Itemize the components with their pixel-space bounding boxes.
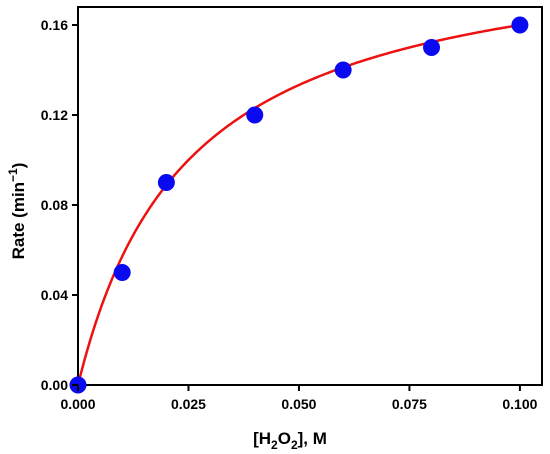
x-axis-title-sub1: 2 [271, 438, 278, 452]
y-ticks-group: 0.00 0.04 0.08 0.12 0.16 [41, 17, 78, 393]
y-tick-label: 0.04 [41, 287, 68, 303]
x-tick-label: 0.025 [171, 396, 206, 412]
x-axis-title-pre: [H [253, 429, 271, 448]
axes [77, 6, 543, 386]
x-tick-label: 0.100 [502, 396, 537, 412]
fit-curve [76, 23, 521, 386]
y-axis-title: Rate (min−1) [6, 163, 28, 260]
x-axis-title-sub2: 2 [291, 438, 298, 452]
x-tick-label: 0.050 [281, 396, 316, 412]
data-point [246, 106, 264, 124]
data-point [157, 174, 175, 191]
plot-frame [77, 6, 543, 386]
data-point [113, 264, 131, 281]
x-axis-title-mid: O [278, 429, 291, 448]
y-axis-title-post: ) [9, 163, 28, 169]
data-point [423, 39, 441, 56]
y-tick-label: 0.12 [41, 107, 68, 123]
data-point [511, 16, 529, 34]
y-tick-label: 0.00 [41, 377, 68, 393]
y-tick-label: 0.16 [41, 17, 68, 33]
y-axis-title-sup: −1 [6, 168, 20, 182]
x-axis-title: [H2O2], M [253, 429, 327, 452]
x-tick-label: 0.075 [392, 396, 427, 412]
y-axis-title-pre: Rate (min [9, 182, 28, 259]
data-point [334, 61, 352, 79]
fit-curve-group [76, 23, 521, 386]
x-ticks-group: 0.000 0.025 0.050 0.075 0.100 [60, 385, 538, 412]
x-axis-title-post: ], M [298, 429, 327, 448]
x-tick-label: 0.000 [60, 396, 95, 412]
data-points-group [69, 16, 529, 394]
y-tick-label: 0.08 [41, 197, 68, 213]
